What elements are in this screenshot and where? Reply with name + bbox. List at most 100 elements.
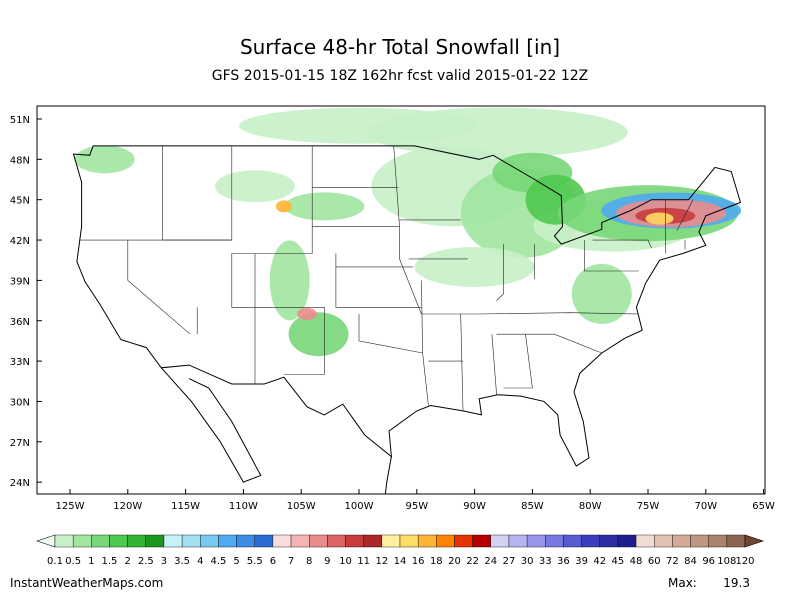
colorbar-label: 6	[270, 556, 276, 567]
colorbar-box	[417, 534, 437, 548]
lat-label: 45N	[10, 196, 30, 207]
colorbar-box	[708, 534, 728, 548]
lon-label: 100W	[345, 501, 374, 512]
state-border	[460, 313, 464, 411]
snow-area	[284, 192, 365, 221]
lon-label: 90W	[463, 501, 486, 512]
colorbar-label: 4.5	[210, 556, 226, 567]
state-border	[421, 280, 429, 406]
max-value: 19.3	[723, 576, 750, 590]
colorbar-box	[690, 534, 709, 548]
map	[72, 107, 742, 494]
colorbar-label: 4	[197, 556, 203, 567]
colorbar-box	[327, 534, 346, 548]
colorbar-label: 84	[684, 556, 697, 567]
lon-label: 120W	[113, 501, 142, 512]
colorbar-label: 2.5	[138, 556, 154, 567]
snow-area	[275, 200, 292, 213]
snow-area	[414, 246, 535, 287]
lat-label: 27N	[10, 438, 30, 449]
colorbar-box	[163, 534, 183, 548]
colorbar-label: 3.5	[174, 556, 190, 567]
state-border	[584, 240, 639, 272]
colorbar-label: 108	[717, 556, 736, 567]
state-border	[231, 145, 325, 375]
lon-label: 115W	[171, 501, 200, 512]
state-border	[393, 145, 422, 315]
colorbar-label: 5	[233, 556, 239, 567]
colorbar-label: 2	[124, 556, 130, 567]
colorbar-label: 0.5	[65, 556, 81, 567]
state-border	[503, 334, 533, 389]
colorbar-box	[454, 534, 473, 548]
colorbar-label: 14	[394, 556, 407, 567]
colorbar-label: 7	[288, 556, 294, 567]
snow-area	[269, 240, 310, 321]
lon-label: 80W	[579, 501, 602, 512]
lat-label: 33N	[10, 357, 30, 368]
state-border	[335, 253, 422, 308]
snow-area	[296, 308, 317, 321]
colorbar-box	[654, 534, 673, 548]
colorbar-box	[399, 534, 419, 548]
colorbar-label: 18	[430, 556, 443, 567]
state-border	[592, 239, 652, 249]
colorbar-box	[345, 534, 364, 548]
colorbar-label: 39	[575, 556, 588, 567]
colorbar-label: 20	[448, 556, 461, 567]
colorbar-label: 5.5	[247, 556, 263, 567]
state-border	[496, 333, 602, 354]
lon-label: 125W	[56, 501, 85, 512]
lon-label: 70W	[694, 501, 717, 512]
snow-area	[214, 170, 295, 203]
colorbar-box	[672, 534, 691, 548]
colorbar-box	[145, 534, 165, 548]
lon-label: 95W	[405, 501, 428, 512]
colorbar-box	[436, 534, 455, 548]
colorbar-box	[599, 534, 619, 548]
colorbar-label: 24	[484, 556, 497, 567]
colorbar-label: 33	[539, 556, 552, 567]
snow-area	[367, 107, 628, 158]
colorbar-label: 3	[161, 556, 167, 567]
colorbar-box	[363, 534, 383, 548]
lon-label: 85W	[521, 501, 544, 512]
colorbar-label: 45	[612, 556, 625, 567]
lon-label: 75W	[637, 501, 660, 512]
title: Surface 48-hr Total Snowfall [in]	[240, 35, 560, 59]
colorbar-box	[563, 534, 582, 548]
colorbar-box	[526, 534, 546, 548]
colorbar-label: 9	[324, 556, 330, 567]
lon-label: 105W	[287, 501, 316, 512]
colorbar-box	[726, 534, 746, 548]
colorbar-box	[635, 534, 655, 548]
colorbar-label: 12	[375, 556, 388, 567]
coastline	[72, 145, 742, 467]
colorbar-low	[36, 534, 56, 548]
colorbar-label: 42	[593, 556, 606, 567]
colorbar-box	[290, 534, 310, 548]
coastline	[384, 456, 392, 494]
colorbar-box	[72, 534, 92, 548]
colorbar-label: 120	[735, 556, 754, 567]
colorbar-label: 0.1	[47, 556, 63, 567]
state-border	[491, 334, 497, 395]
colorbar-box	[254, 534, 274, 548]
state-border	[496, 244, 504, 301]
colorbar-box	[127, 534, 146, 548]
site-label: InstantWeatherMaps.com	[10, 576, 163, 590]
colorbar-box	[490, 534, 510, 548]
lat-label: 48N	[10, 155, 30, 166]
state-border	[127, 240, 191, 335]
colorbar-label: 22	[466, 556, 479, 567]
colorbar-label: 96	[702, 556, 715, 567]
colorbar-label: 1.5	[102, 556, 118, 567]
state-border	[480, 312, 638, 315]
lon-label: 65W	[752, 501, 775, 512]
state-border	[676, 199, 694, 231]
colorbar-label: 60	[648, 556, 661, 567]
subtitle: GFS 2015-01-15 18Z 162hr fcst valid 2015…	[212, 68, 589, 84]
colorbar-box	[181, 534, 201, 548]
colorbar-box	[272, 534, 292, 548]
